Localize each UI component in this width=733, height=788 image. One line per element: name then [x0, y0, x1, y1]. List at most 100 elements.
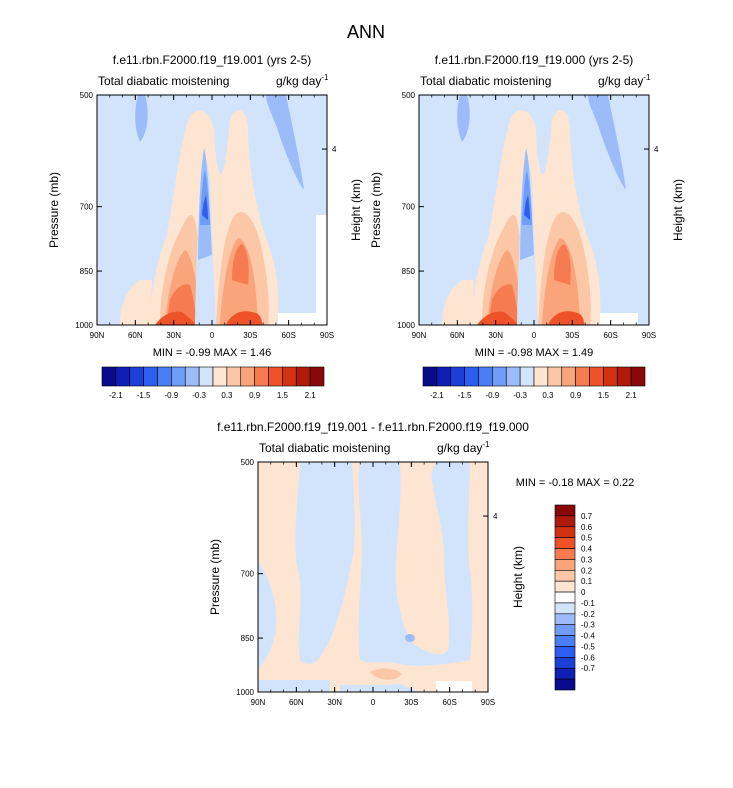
panel-1: f.e11.rbn.F2000.f19_f19.001 (yrs 2-5) To… — [47, 53, 363, 359]
colorbar-swatch — [157, 366, 172, 387]
x-tick-label: 30S — [243, 331, 257, 340]
colorbar-swatch — [282, 366, 297, 387]
panel-3-field — [258, 462, 488, 692]
x-tick-label: 30S — [404, 698, 418, 707]
colorbar-label: 0 — [581, 588, 586, 597]
colorbar-swatch — [561, 366, 576, 387]
colorbar-swatch — [554, 613, 576, 626]
colorbar-swatch — [554, 515, 576, 528]
x-tick-label: 90S — [481, 698, 495, 707]
colorbar-label: -2.1 — [109, 391, 123, 400]
colorbar-swatch — [630, 366, 646, 387]
colorbar-swatch — [554, 504, 576, 517]
colorbar-label: 0.9 — [570, 391, 582, 400]
colorbar-swatch — [478, 366, 493, 387]
colorbar-label: -0.7 — [581, 664, 595, 673]
colorbar-swatch — [115, 366, 131, 387]
colorbar-label: -1.5 — [458, 391, 472, 400]
colorbar-label: -0.2 — [581, 610, 595, 619]
colorbar-swatch — [184, 366, 200, 387]
colorbar-swatch — [226, 366, 242, 387]
panel-3-stats: MIN = -0.18 MAX = 0.22 — [516, 477, 635, 489]
x-tick-label: 60S — [282, 331, 296, 340]
x-tick-label: 0 — [371, 698, 376, 707]
colorbar-label: 1.5 — [277, 391, 289, 400]
x-tick-label: 90N — [90, 331, 105, 340]
x-tick-label: 60N — [289, 698, 304, 707]
y-tick-label: 850 — [402, 267, 416, 276]
x-tick-label: 30S — [565, 331, 579, 340]
colorbar-diff: 0.70.60.50.40.30.20.10-0.1-0.2-0.3-0.4-0… — [554, 504, 595, 691]
colorbar-swatch — [554, 602, 576, 615]
height-tick-label: 4 — [493, 512, 498, 521]
panel-1-ylabel: Pressure (mb) — [47, 172, 61, 248]
y-tick-label: 1000 — [75, 321, 93, 330]
y-tick-label: 850 — [241, 634, 255, 643]
colorbar-swatch — [436, 366, 452, 387]
colorbar-label: 0.3 — [221, 391, 233, 400]
colorbar-swatch — [101, 366, 117, 387]
colorbar-swatch — [254, 366, 269, 387]
colorbar-swatch — [450, 366, 465, 387]
colorbar-label: -0.5 — [581, 642, 595, 651]
colorbar-label: 0.3 — [542, 391, 554, 400]
panel-1-case-title: f.e11.rbn.F2000.f19_f19.001 (yrs 2-5) — [113, 53, 312, 67]
colorbar-swatch — [554, 559, 576, 571]
x-tick-label: 60N — [128, 331, 143, 340]
panel-3-variable: Total diabatic moistening — [259, 441, 390, 455]
y-tick-label: 700 — [80, 203, 94, 212]
x-tick-label: 30N — [327, 698, 342, 707]
x-tick-label: 90N — [251, 698, 266, 707]
colorbar-swatch — [575, 366, 590, 387]
y-tick-label: 850 — [80, 267, 94, 276]
colorbar-label: -0.9 — [485, 391, 499, 400]
colorbar-swatch — [547, 366, 563, 387]
x-tick-label: 90S — [642, 331, 656, 340]
panel-3-ylabel: Pressure (mb) — [208, 539, 222, 615]
colorbar-swatch — [554, 646, 576, 658]
colorbar-swatch — [143, 366, 158, 387]
colorbar-label: -1.5 — [137, 391, 151, 400]
y-tick-label: 1000 — [236, 688, 254, 697]
x-tick-label: 60S — [604, 331, 618, 340]
colorbar-1: -2.1 -1.5 -0.9 -0.3 0.3 0.9 1.5 2.1 — [101, 366, 325, 400]
y-tick-label: 500 — [80, 91, 94, 100]
panel-2: f.e11.rbn.F2000.f19_f19.000 (yrs 2-5) To… — [369, 53, 685, 359]
colorbar-swatch — [464, 366, 479, 387]
panel-2-ylabel-right: Height (km) — [671, 179, 685, 241]
colorbar-swatch — [554, 591, 576, 604]
colorbar-label: -0.4 — [581, 632, 595, 641]
panel-1-ylabel-right: Height (km) — [349, 179, 363, 241]
colorbar-label: 0.9 — [249, 391, 261, 400]
panel-2-ylabel: Pressure (mb) — [369, 172, 383, 248]
colorbar-label: 0.6 — [581, 523, 593, 532]
colorbar-swatch — [492, 366, 507, 387]
colorbar-swatch — [268, 366, 283, 387]
colorbar-label: 0.2 — [581, 566, 593, 575]
panel-3-ylabel-right: Height (km) — [511, 546, 525, 608]
panel-1-variable: Total diabatic moistening — [98, 74, 229, 88]
x-tick-label: 0 — [532, 331, 537, 340]
colorbar-swatch — [129, 366, 144, 387]
colorbar-swatch — [212, 366, 228, 387]
colorbar-label: -0.3 — [513, 391, 527, 400]
x-tick-label: 60S — [443, 698, 457, 707]
x-tick-label: 90N — [412, 331, 427, 340]
colorbar-label: 0.3 — [581, 555, 593, 564]
colorbar-swatch — [198, 366, 214, 387]
colorbar-label: -0.6 — [581, 653, 595, 662]
colorbar-swatch — [554, 657, 576, 669]
colorbar-label: 2.1 — [626, 391, 638, 400]
panel-1-axes: 90N 60N 30N 0 30S 60S 90S 500 700 850 1000 4 — [75, 91, 337, 340]
colorbar-swatch — [554, 526, 576, 538]
panel-3: f.e11.rbn.F2000.f19_f19.001 - f.e11.rbn.… — [208, 420, 634, 707]
height-tick-label: 4 — [654, 145, 659, 154]
colorbar-swatch — [554, 667, 576, 680]
panel-3-case-title: f.e11.rbn.F2000.f19_f19.001 - f.e11.rbn.… — [217, 420, 529, 434]
colorbar-swatch — [171, 366, 186, 387]
colorbar-swatch — [554, 580, 576, 593]
x-tick-label: 30N — [166, 331, 181, 340]
colorbar-swatch — [589, 366, 604, 387]
colorbar-swatch — [554, 635, 576, 647]
